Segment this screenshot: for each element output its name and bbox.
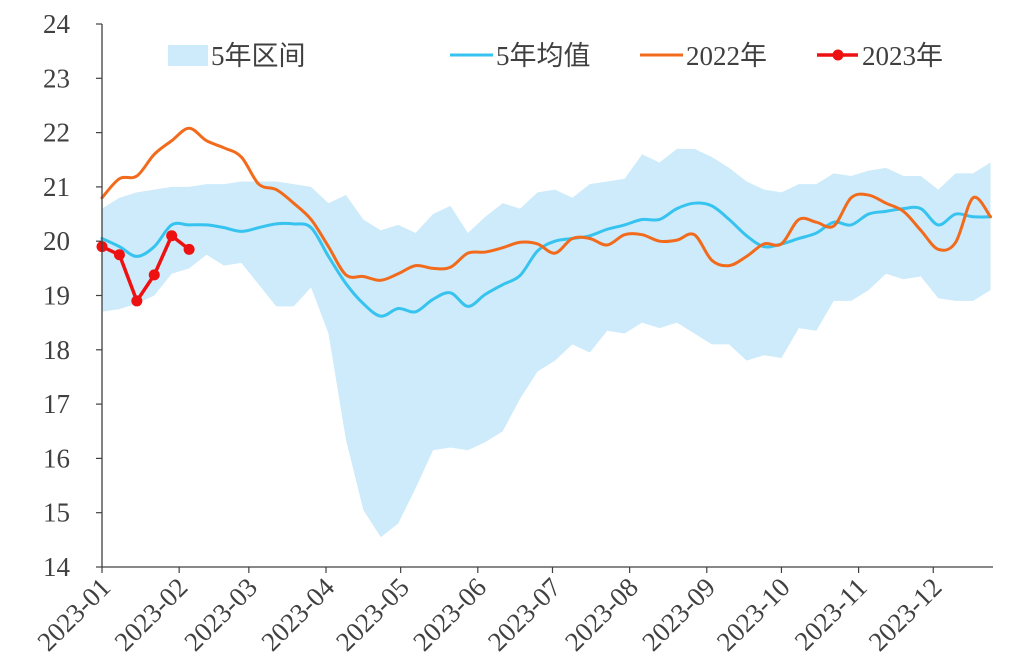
legend-5yr-mean-label: 5年均值	[496, 41, 591, 71]
line-2023-point	[113, 249, 125, 261]
x-tick-label: 2023-08	[559, 572, 644, 657]
legend-item-5yr-range: 5年区间	[168, 41, 306, 71]
legend: 5年区间 5年均值 2022年 2023年	[168, 41, 943, 71]
area-5yr-range	[102, 148, 991, 538]
y-tick-label: 16	[43, 443, 70, 473]
x-tick-label: 2023-06	[407, 572, 492, 657]
y-tick-label: 19	[43, 281, 70, 311]
y-tick-label: 17	[43, 389, 70, 419]
y-tick-label: 14	[43, 552, 71, 582]
line-5yr-mean	[100, 201, 993, 318]
legend-item-5yr-mean: 5年均值	[450, 41, 591, 71]
y-tick-label: 18	[43, 335, 70, 365]
y-tick-label: 20	[43, 226, 70, 256]
x-tick-label: 2023-12	[863, 572, 948, 657]
x-tick-label: 2023-01	[31, 572, 116, 657]
legend-5yr-range-swatch	[168, 45, 208, 66]
y-tick-label: 21	[43, 172, 70, 202]
legend-2023-label: 2023年	[862, 41, 943, 71]
line-2023-point	[183, 243, 195, 255]
y-tick-label: 23	[43, 63, 70, 93]
legend-5yr-range-label: 5年区间	[211, 41, 306, 71]
y-tick-label: 22	[43, 118, 70, 148]
x-tick-label: 2023-03	[178, 572, 263, 657]
legend-item-2023: 2023年	[817, 41, 943, 71]
y-tick-label: 24	[43, 9, 71, 39]
line-2023-point	[166, 230, 178, 242]
legend-2023-marker	[832, 49, 844, 61]
legend-item-2022: 2022年	[640, 41, 767, 71]
x-tick-label: 2023-11	[789, 572, 873, 656]
line-2023-point	[148, 269, 160, 281]
x-tick-label: 2023-02	[109, 572, 194, 657]
y-tick-label: 15	[43, 498, 70, 528]
x-tick-label: 2023-07	[482, 572, 567, 657]
x-tick-label: 2023-04	[255, 572, 340, 657]
plot-area	[96, 126, 993, 538]
x-tick-label: 2023-10	[711, 572, 796, 657]
legend-2022-label: 2022年	[686, 41, 767, 71]
x-tick-label: 2023-09	[636, 572, 721, 657]
line-2022	[100, 126, 993, 282]
line-2023-point	[131, 295, 143, 307]
x-tick-label: 2023-05	[330, 572, 415, 657]
